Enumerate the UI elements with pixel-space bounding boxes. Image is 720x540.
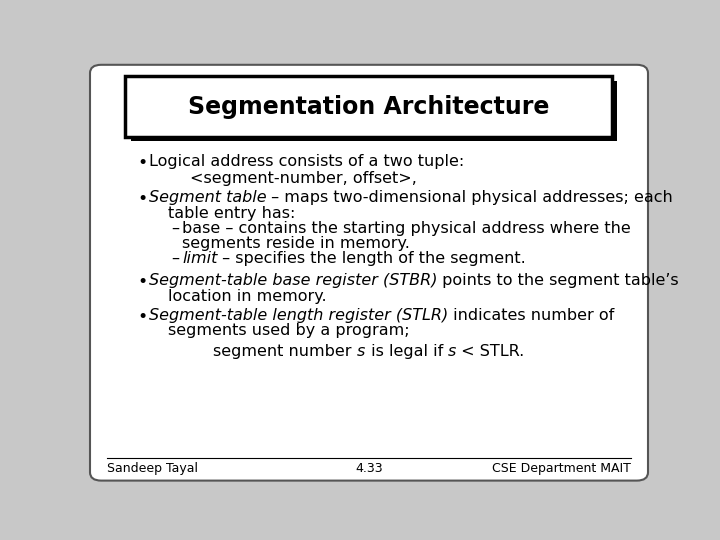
Text: s: s bbox=[448, 344, 456, 359]
Text: limit: limit bbox=[182, 251, 217, 266]
Text: segments reside in memory.: segments reside in memory. bbox=[182, 236, 410, 251]
Text: –: – bbox=[171, 251, 179, 266]
Text: •: • bbox=[138, 308, 148, 326]
Text: CSE Department MAIT: CSE Department MAIT bbox=[492, 462, 631, 475]
FancyBboxPatch shape bbox=[90, 65, 648, 481]
Text: •: • bbox=[138, 154, 148, 172]
Text: segment number: segment number bbox=[214, 344, 357, 359]
Text: 4.33: 4.33 bbox=[355, 462, 383, 475]
Text: segments used by a program;: segments used by a program; bbox=[168, 323, 410, 339]
Text: •: • bbox=[138, 190, 148, 207]
Text: base – contains the starting physical address where the: base – contains the starting physical ad… bbox=[182, 221, 631, 236]
Text: <segment-number, offset>,: <segment-number, offset>, bbox=[190, 171, 418, 186]
Text: Sandeep Tayal: Sandeep Tayal bbox=[107, 462, 198, 475]
FancyBboxPatch shape bbox=[125, 77, 612, 137]
Text: indicates number of: indicates number of bbox=[448, 308, 614, 323]
Text: – maps two-dimensional physical addresses; each: – maps two-dimensional physical addresse… bbox=[266, 190, 673, 205]
Text: Segment table: Segment table bbox=[148, 190, 266, 205]
FancyBboxPatch shape bbox=[131, 80, 617, 141]
Text: Segmentation Architecture: Segmentation Architecture bbox=[188, 95, 549, 119]
Text: –: – bbox=[171, 221, 179, 236]
Text: s: s bbox=[357, 344, 366, 359]
Text: table entry has:: table entry has: bbox=[168, 206, 295, 221]
Text: points to the segment table’s: points to the segment table’s bbox=[437, 273, 679, 288]
Text: < STLR.: < STLR. bbox=[456, 344, 524, 359]
Text: – specifies the length of the segment.: – specifies the length of the segment. bbox=[217, 251, 526, 266]
Text: •: • bbox=[138, 273, 148, 291]
Text: Logical address consists of a two tuple:: Logical address consists of a two tuple: bbox=[148, 154, 464, 169]
Text: Segment-table base register (STBR): Segment-table base register (STBR) bbox=[148, 273, 437, 288]
Text: Segment-table length register (STLR): Segment-table length register (STLR) bbox=[148, 308, 448, 323]
Text: is legal if: is legal if bbox=[366, 344, 448, 359]
Text: location in memory.: location in memory. bbox=[168, 288, 327, 303]
